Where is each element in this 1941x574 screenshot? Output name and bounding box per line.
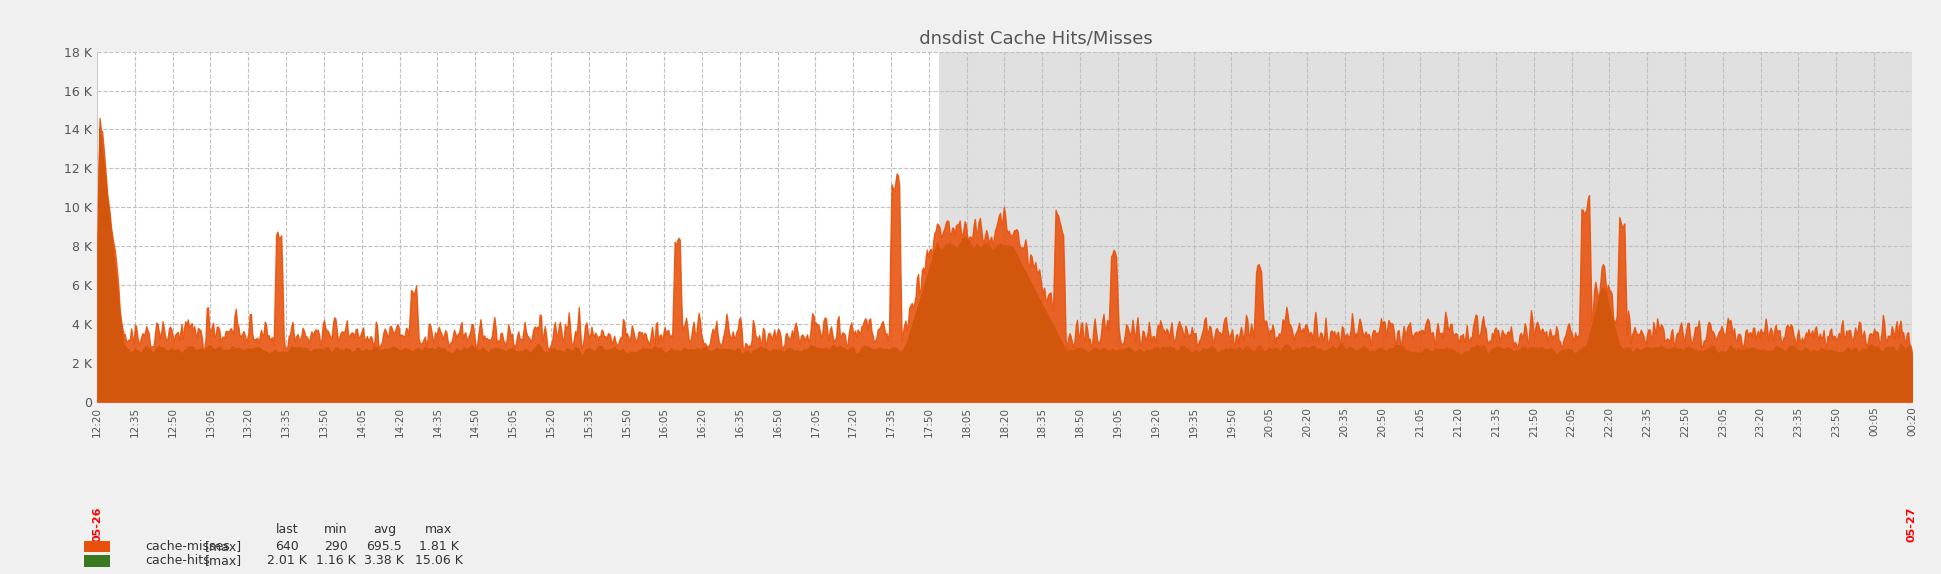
Text: [max]: [max] (204, 540, 243, 553)
Text: cache-hits: cache-hits (146, 554, 210, 567)
Text: avg: avg (373, 523, 396, 536)
Title:            dnsdist Cache Hits/Misses: dnsdist Cache Hits/Misses (856, 29, 1153, 47)
Text: min: min (324, 523, 347, 536)
Text: 640: 640 (276, 540, 299, 553)
Text: cache-misses: cache-misses (146, 540, 231, 553)
Text: 05-27: 05-27 (1906, 507, 1918, 542)
Text: 15.06 K: 15.06 K (415, 554, 462, 567)
Text: last: last (276, 523, 299, 536)
Text: 1.81 K: 1.81 K (419, 540, 458, 553)
Text: [max]: [max] (204, 554, 243, 567)
Text: 3.38 K: 3.38 K (365, 554, 404, 567)
Text: 2.01 K: 2.01 K (268, 554, 307, 567)
Text: max: max (425, 523, 452, 536)
Text: 1.16 K: 1.16 K (316, 554, 355, 567)
Bar (939, 52, 1912, 402)
Text: 695.5: 695.5 (367, 540, 402, 553)
Text: 05-26: 05-26 (91, 507, 103, 542)
Bar (97, 52, 939, 402)
Text: 290: 290 (324, 540, 347, 553)
